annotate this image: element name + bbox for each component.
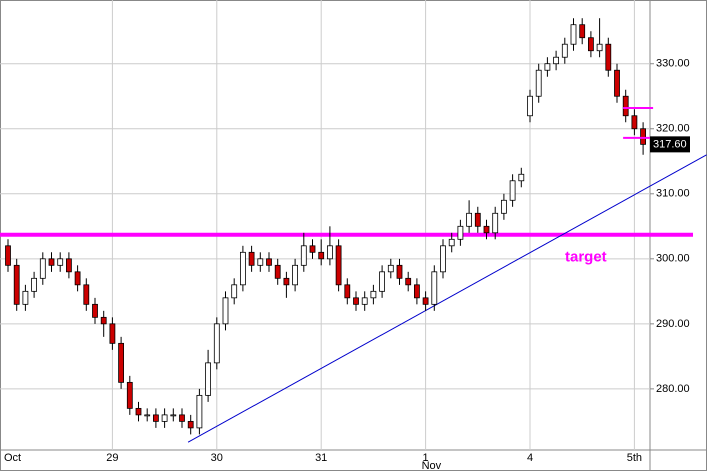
- candle-body: [518, 173, 525, 182]
- candle-body: [231, 284, 238, 299]
- candle-body: [622, 95, 629, 117]
- candle-body: [205, 362, 212, 396]
- candle-body: [474, 212, 481, 227]
- y-tick-label: 330.00: [656, 58, 690, 70]
- candle-body: [379, 271, 386, 292]
- candle-body: [92, 303, 98, 318]
- candle-body: [405, 277, 412, 286]
- candle-body: [13, 264, 20, 305]
- candle-body: [213, 323, 220, 364]
- candle-body: [179, 414, 185, 422]
- candle-body: [57, 258, 64, 266]
- candle-body: [300, 245, 307, 266]
- candle-body: [100, 316, 107, 325]
- y-tick-label: 300.00: [656, 253, 690, 265]
- target-label: target: [565, 249, 607, 266]
- candle-body: [457, 225, 464, 240]
- y-tick-label: 320.00: [656, 123, 690, 135]
- candle-body: [83, 284, 90, 305]
- candle-body: [283, 277, 290, 286]
- candle-body: [31, 277, 38, 292]
- candle-body: [631, 115, 638, 130]
- x-tick-label: 4: [527, 452, 533, 464]
- candle-body: [318, 251, 325, 260]
- candle-body: [257, 258, 264, 266]
- candle-body: [22, 290, 29, 305]
- candle-body: [500, 199, 507, 214]
- x-tick-label: 30: [211, 452, 223, 464]
- x-month-label: Nov: [422, 460, 442, 471]
- candle-body: [431, 271, 438, 305]
- candle-body: [588, 37, 594, 52]
- candle-body: [509, 180, 516, 201]
- last-price-box: [650, 136, 690, 153]
- candle-body: [126, 381, 133, 409]
- candle-body: [222, 297, 229, 325]
- candle-body: [561, 43, 568, 58]
- candle-body: [170, 414, 177, 417]
- candle-body: [596, 43, 603, 52]
- candle-body: [48, 258, 55, 266]
- candle-body: [544, 63, 551, 71]
- candle-body: [344, 284, 351, 299]
- candle-body: [309, 245, 316, 253]
- candle-body: [161, 414, 168, 422]
- trendline: [187, 154, 707, 443]
- candle-body: [135, 407, 142, 416]
- candle-body: [196, 394, 203, 429]
- candle-body: [66, 258, 72, 273]
- candle-body: [387, 264, 394, 273]
- candle-body: [266, 258, 272, 266]
- candle-body: [605, 43, 612, 71]
- y-tick-label: 290.00: [656, 318, 690, 330]
- candle-body: [466, 212, 473, 227]
- candle-body: [579, 24, 586, 39]
- candle-body: [492, 212, 499, 234]
- candle-body: [440, 245, 446, 273]
- candle-body: [326, 245, 333, 260]
- candle-body: [5, 245, 11, 266]
- candle-body: [396, 264, 403, 279]
- candle-body: [483, 225, 490, 234]
- candle-body: [535, 69, 542, 97]
- candle-body: [335, 245, 342, 286]
- candle-body: [187, 420, 194, 429]
- candle-body: [448, 238, 455, 247]
- x-tick-label: 5th: [627, 452, 642, 464]
- x-tick-label: 1: [423, 452, 429, 464]
- x-tick-label: 31: [315, 452, 327, 464]
- candle-body: [239, 251, 246, 286]
- candle-body: [614, 69, 620, 97]
- y-tick-label: 310.00: [656, 188, 690, 200]
- candle-body: [274, 264, 281, 279]
- candle-body: [640, 128, 646, 145]
- x-tick-label: Oct: [4, 452, 21, 464]
- candle-body: [370, 290, 377, 299]
- candle-body: [74, 271, 81, 286]
- x-tick-label: 29: [106, 452, 118, 464]
- candle-body: [413, 284, 420, 299]
- candle-body: [152, 414, 159, 422]
- candle-body: [422, 297, 429, 305]
- candle-body: [353, 297, 359, 305]
- candle-body: [361, 297, 368, 305]
- candle-body: [109, 323, 116, 344]
- candle-body: [248, 251, 255, 266]
- last-price-label: 317.60: [653, 138, 687, 150]
- candle-body: [144, 414, 151, 417]
- candle-body: [118, 342, 124, 383]
- candle-body: [527, 95, 533, 117]
- candle-body: [39, 258, 46, 279]
- candle-body: [570, 24, 577, 45]
- candle-body: [292, 264, 299, 286]
- y-tick-label: 280.00: [656, 383, 690, 395]
- candle-body: [553, 56, 559, 65]
